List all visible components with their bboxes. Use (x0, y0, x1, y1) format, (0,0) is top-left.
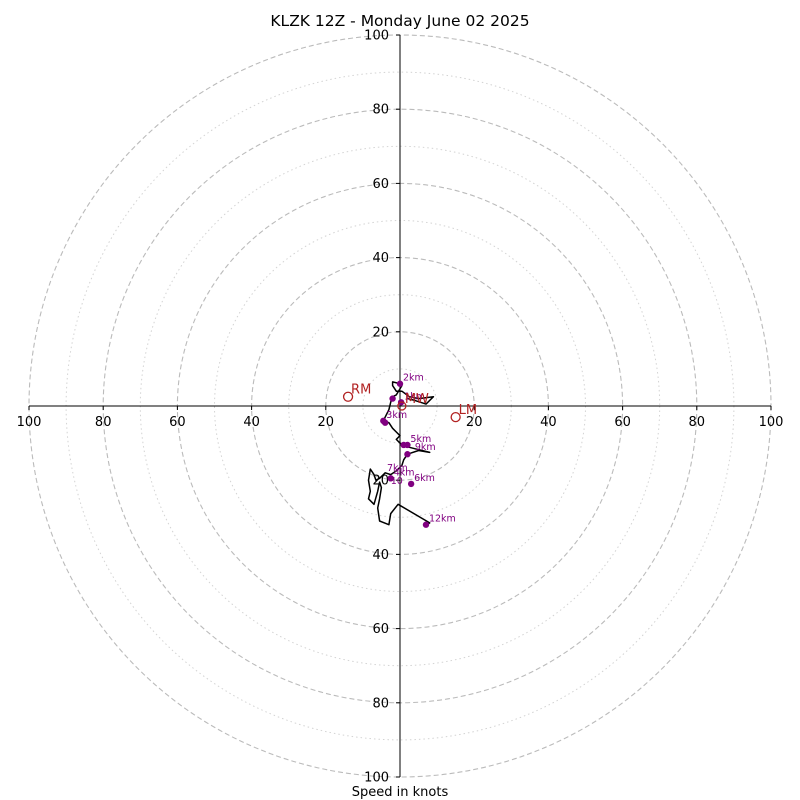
height-markers: 1km 2km 3km 4km 5km 6km 12km 9km 7km 10 (380, 373, 456, 528)
storm-motion-marker (397, 401, 407, 411)
tick-labels: 100 80 60 40 20 20 40 60 80 100 100 80 60 40 20 20 40 60 8… (17, 29, 784, 786)
height-marker-dot (380, 417, 387, 425)
chart-title: KLZK 12Z - Monday June 02 2025 (270, 12, 529, 30)
x-tick-label: 20 (466, 415, 483, 430)
y-tick-label: 40 (372, 251, 389, 266)
height-marker-label: 1km (404, 391, 425, 402)
storm-motion-label: RM (351, 383, 371, 398)
x-tick-label: 60 (614, 415, 631, 430)
height-marker-label: 5km (410, 434, 431, 445)
height-marker-dot (422, 521, 430, 528)
y-tick-label: 40 (372, 548, 389, 563)
x-tick-label: 100 (17, 415, 42, 430)
height-marker-label: 3km (386, 410, 407, 421)
y-tick-label: 80 (372, 103, 389, 118)
x-tick-label: 100 (759, 415, 784, 430)
x-axis-label: Speed in knots (352, 785, 449, 800)
height-marker-dot (389, 395, 396, 402)
x-tick-label: 80 (689, 415, 706, 430)
y-tick-label: 100 (364, 771, 389, 786)
storm-motion-marker (342, 391, 354, 402)
storm-motion-marker (450, 411, 461, 423)
y-tick-label: 20 (372, 325, 389, 340)
y-tick-label: 60 (372, 622, 389, 637)
y-tick-label: 100 (364, 29, 389, 44)
height-marker-label: 4km (394, 467, 415, 478)
height-marker-label: 2km (403, 373, 424, 384)
height-marker-label: 12km (429, 514, 456, 525)
height-marker-label: 7km (387, 463, 408, 474)
y-tick-label: 60 (372, 177, 389, 192)
x-tick-label: 20 (318, 415, 335, 430)
height-marker-label: 9km (415, 442, 436, 453)
height-marker-dot (387, 475, 394, 482)
hodograph-trace-layer (367, 381, 435, 526)
y-tick-label: 20 (372, 474, 389, 489)
height-marker-dot (404, 441, 411, 449)
axes (29, 35, 771, 777)
height-marker-label: 6km (414, 473, 435, 484)
x-tick-label: 80 (95, 415, 112, 430)
storm-motion-label: LM (459, 403, 477, 418)
height-marker-label: 10 (391, 476, 403, 487)
x-tick-label: 40 (540, 415, 557, 430)
x-tick-label: 60 (169, 415, 186, 430)
x-tick-label: 40 (243, 415, 260, 430)
y-tick-label: 80 (372, 696, 389, 711)
storm-motion-label: MW (405, 392, 429, 407)
height-marker-dot (407, 480, 415, 488)
height-marker-dot (404, 451, 411, 458)
hodograph-trace (367, 381, 435, 526)
storm-motion-markers: RM LM MW (342, 383, 477, 423)
height-marker-dot (396, 380, 404, 387)
